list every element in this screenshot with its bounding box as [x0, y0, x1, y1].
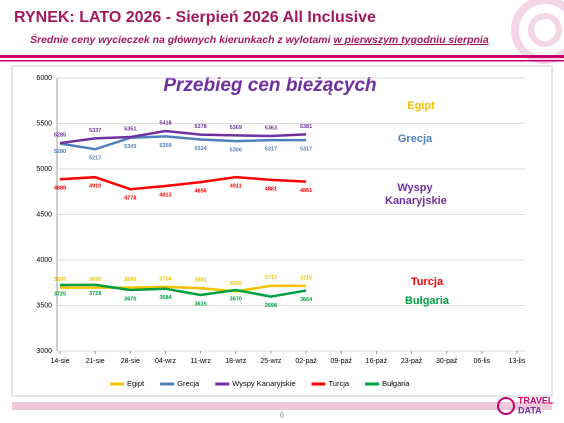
- data-label: 5324: [194, 146, 207, 152]
- data-label: 5337: [89, 128, 101, 134]
- x-tick-label: 25-wrz: [260, 358, 282, 365]
- data-label: 3697: [54, 277, 66, 283]
- data-label: 4881: [265, 186, 277, 192]
- data-label: 3598: [265, 303, 277, 309]
- legend-label: Bułgaria: [382, 379, 410, 388]
- data-label: 4856: [194, 189, 206, 195]
- series-annotation: Bułgaria: [404, 295, 449, 307]
- data-label: 3728: [89, 291, 101, 297]
- y-tick-label: 5000: [36, 166, 52, 173]
- y-tick-label: 4000: [36, 257, 52, 264]
- legend-label: Wyspy Kanaryjskie: [232, 379, 295, 388]
- data-label: 3725: [54, 291, 66, 297]
- data-label: 5317: [265, 147, 277, 153]
- data-label: 5363: [265, 125, 277, 131]
- y-tick-label: 6000: [36, 75, 52, 82]
- data-label: 4778: [124, 196, 136, 202]
- data-label: 3615: [194, 301, 206, 307]
- data-label: 3715: [300, 275, 312, 281]
- series-line: [59, 135, 307, 151]
- data-label: 4911: [230, 184, 242, 190]
- band: [0, 55, 564, 58]
- data-label: 5285: [54, 133, 66, 139]
- data-label: 4813: [159, 192, 171, 198]
- logo-text: DATA: [518, 405, 542, 415]
- data-label: 4888: [54, 186, 66, 192]
- subtitle-text: Średnie ceny wycieczek na głównych kieru…: [30, 33, 332, 46]
- x-tick-label: 30-paź: [436, 358, 458, 365]
- data-label: 4861: [300, 188, 312, 194]
- band: [0, 60, 564, 62]
- x-tick-label: 28-sie: [121, 358, 140, 365]
- band: [12, 402, 552, 410]
- series-line: [59, 175, 307, 191]
- series-line: [59, 129, 307, 145]
- subtitle-emphasis: w pierwszym tygodniu sierpnia: [333, 34, 488, 46]
- data-label: 3704: [159, 276, 172, 282]
- data-label: 3696: [89, 277, 101, 283]
- x-tick-label: 23-paź: [401, 358, 423, 365]
- data-label: 3696: [124, 277, 136, 283]
- data-label: 4910: [89, 184, 101, 190]
- x-tick-label: 06-lis: [473, 358, 490, 365]
- data-label: 3664: [300, 297, 313, 303]
- data-label: 5217: [89, 156, 101, 162]
- data-label: 5351: [124, 127, 136, 133]
- data-label: 5317: [300, 147, 312, 153]
- y-tick-label: 4500: [36, 211, 52, 218]
- data-label: 3717: [265, 275, 277, 281]
- data-label: 5369: [230, 125, 242, 131]
- data-label: 3670: [230, 296, 242, 302]
- logo-icon: [497, 397, 515, 415]
- x-tick-label: 16-paź: [366, 358, 388, 365]
- data-label: 3670: [124, 296, 136, 302]
- legend-label: Egipt: [127, 379, 145, 388]
- x-tick-label: 13-lis: [509, 358, 526, 365]
- data-label: 5306: [230, 148, 242, 154]
- decor: [528, 13, 562, 47]
- data-label: 5418: [159, 120, 171, 126]
- data-label: 5343: [124, 144, 136, 150]
- data-label: 3691: [194, 278, 206, 284]
- x-tick-label: 02-paź: [295, 358, 317, 365]
- data-label: 5378: [194, 124, 206, 130]
- x-tick-label: 18-wrz: [225, 358, 247, 365]
- series-line: [59, 283, 307, 298]
- x-tick-label: 21-sie: [86, 358, 105, 365]
- chart-frame: [11, 65, 553, 397]
- page-number: 6: [280, 411, 285, 420]
- data-label: 3684: [159, 295, 172, 301]
- series-annotation: Egipt: [407, 100, 435, 112]
- subtitle: Średnie ceny wycieczek na głównych kieru…: [30, 33, 489, 46]
- y-tick-label: 5500: [36, 120, 52, 127]
- series-annotation: Wyspy Kanaryjskie: [385, 182, 447, 207]
- series-annotation: Turcja: [410, 276, 444, 288]
- logo-text: TRAVEL: [518, 395, 554, 405]
- legend-label: Grecja: [177, 379, 200, 388]
- data-label: 5280: [54, 149, 66, 155]
- data-label: 5359: [159, 143, 171, 149]
- data-label: 3655: [230, 281, 242, 287]
- y-tick-label: 3000: [36, 348, 52, 355]
- series-line: [59, 284, 307, 293]
- legend-label: Turcja: [329, 379, 350, 388]
- y-tick-label: 3500: [36, 302, 52, 309]
- x-tick-label: 04-wrz: [155, 358, 177, 365]
- x-tick-label: 11-wrz: [190, 358, 211, 365]
- slide-title: RYNEK: LATO 2026 - Sierpień 2026 All Inc…: [14, 9, 376, 26]
- x-tick-label: 14-sie: [50, 358, 69, 365]
- chart-title: Przebieg cen bieżących: [163, 75, 376, 96]
- series-annotation: Grecja: [397, 133, 433, 145]
- x-tick-label: 09-paź: [331, 358, 353, 365]
- data-label: 5381: [300, 124, 312, 130]
